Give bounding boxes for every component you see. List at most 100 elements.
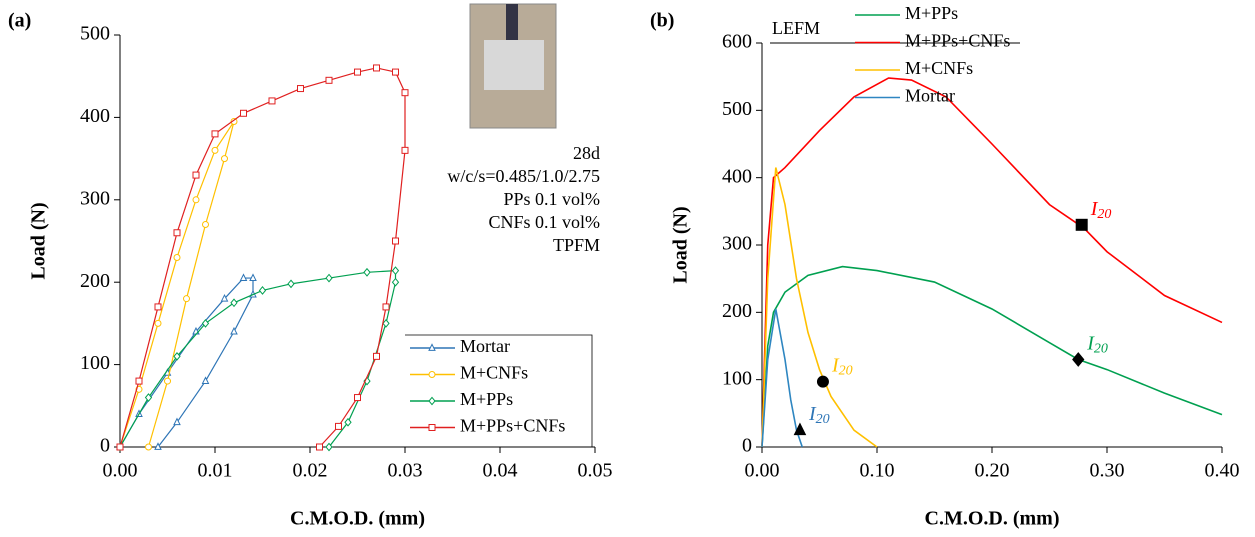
marker — [220, 293, 229, 302]
x-tick-label: 0.03 — [388, 460, 423, 482]
marker — [221, 155, 228, 163]
series-line — [761, 77, 1223, 448]
marker — [297, 85, 304, 93]
y-axis-label: Load (N) — [670, 206, 692, 283]
point-label-main: I — [1086, 332, 1095, 354]
marker — [382, 319, 390, 328]
marker — [325, 76, 333, 84]
marker — [192, 196, 200, 204]
series-line — [761, 308, 804, 448]
point-label-sub: 20 — [1094, 342, 1108, 357]
legend-marker — [428, 371, 436, 378]
marker — [391, 266, 400, 276]
annotation: CNFs 0.1 vol% — [488, 212, 600, 232]
y-tick-label: 400 — [80, 105, 110, 127]
y-tick-label: 300 — [80, 187, 110, 209]
x-tick-label: 0.00 — [745, 460, 780, 482]
marker — [240, 109, 247, 117]
marker — [373, 352, 380, 360]
x-tick-label: 0.40 — [1205, 460, 1240, 482]
marker — [173, 253, 181, 261]
marker — [201, 319, 210, 328]
marker — [816, 375, 829, 388]
marker — [392, 68, 399, 76]
annotation: PPs 0.1 vol% — [503, 189, 600, 209]
point-label-main: I — [831, 354, 840, 376]
x-axis-label: C.M.O.D. (mm) — [290, 508, 425, 530]
series-line — [119, 277, 254, 448]
y-tick-label: 0 — [100, 435, 110, 457]
marker — [154, 442, 162, 450]
marker — [401, 146, 409, 154]
x-tick-label: 0.01 — [198, 460, 233, 482]
point-label-main: I — [1090, 197, 1099, 219]
marker — [316, 443, 323, 451]
marker — [154, 303, 162, 311]
marker — [287, 279, 295, 289]
series-line — [119, 121, 235, 448]
marker — [230, 326, 238, 335]
marker — [363, 267, 371, 277]
marker — [135, 377, 143, 385]
x-tick-label: 0.02 — [293, 460, 328, 482]
marker — [183, 295, 190, 303]
marker — [173, 417, 181, 426]
point-label: I20 — [831, 354, 853, 379]
y-tick-label: 200 — [80, 270, 110, 292]
marker — [354, 68, 361, 76]
marker — [173, 229, 181, 237]
marker — [325, 273, 333, 283]
annotation: w/c/s=0.485/1.0/2.75 — [447, 166, 600, 186]
marker — [325, 442, 333, 452]
marker — [249, 273, 257, 281]
x-tick-label: 0.00 — [103, 460, 138, 482]
y-tick-label: 500 — [722, 98, 752, 120]
legend-marker — [428, 343, 436, 351]
marker — [230, 298, 238, 308]
series-line — [119, 270, 397, 448]
annotation: LEFM — [772, 18, 820, 38]
marker — [268, 97, 276, 105]
point-label: I20 — [1086, 332, 1108, 357]
marker — [344, 417, 352, 427]
inset-loader — [506, 4, 518, 40]
point-label-main: I — [808, 403, 817, 425]
x-tick-label: 0.04 — [483, 460, 518, 482]
panel-label: (a) — [8, 10, 31, 32]
marker — [1075, 218, 1088, 231]
point-label: I20 — [808, 403, 830, 428]
marker — [154, 319, 162, 327]
series-line — [761, 167, 878, 448]
marker — [211, 130, 219, 138]
inset-specimen — [484, 40, 544, 90]
marker — [373, 64, 380, 72]
marker — [116, 443, 124, 451]
marker — [173, 351, 181, 361]
annotation: 28d — [573, 143, 600, 163]
legend-label: Mortar — [460, 336, 510, 356]
point-label: I20 — [1090, 197, 1112, 222]
marker — [145, 443, 152, 451]
x-axis-label: C.M.O.D. (mm) — [925, 508, 1060, 530]
marker — [230, 118, 238, 126]
legend-label: M+CNFs — [905, 58, 973, 78]
y-axis-label: Load (N) — [28, 202, 50, 279]
x-tick-label: 0.05 — [578, 460, 613, 482]
y-tick-label: 100 — [722, 367, 752, 389]
marker — [392, 237, 399, 245]
point-label-sub: 20 — [816, 412, 830, 427]
marker — [382, 303, 390, 311]
legend-label: M+CNFs — [460, 363, 528, 383]
marker — [1072, 352, 1085, 367]
y-tick-label: 600 — [722, 31, 752, 53]
legend-label: Mortar — [905, 86, 955, 106]
marker — [144, 393, 153, 402]
point-label-sub: 20 — [839, 364, 853, 379]
panel-label: (b) — [650, 10, 674, 32]
marker — [335, 422, 342, 430]
marker — [201, 376, 210, 384]
annotation: TPFM — [553, 235, 600, 255]
y-tick-label: 300 — [722, 233, 752, 255]
marker — [239, 273, 248, 281]
